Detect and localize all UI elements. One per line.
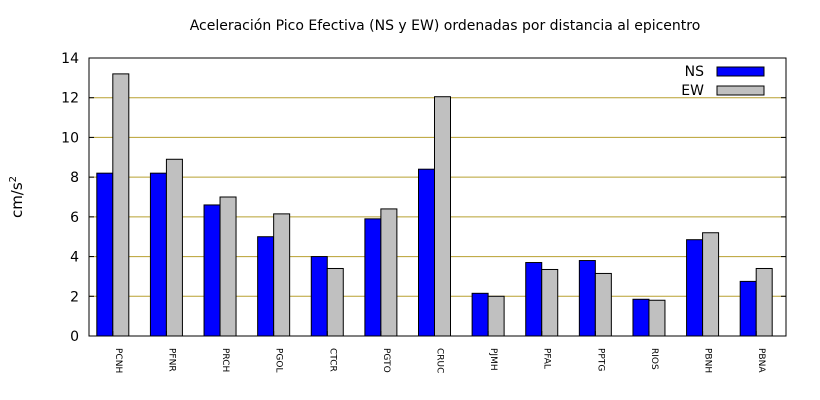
legend-label-ns: NS: [685, 64, 704, 80]
bar-ew-cruc: [434, 96, 451, 337]
y-axis-ticks: 0 2 4 6 8 10 12 14: [61, 51, 786, 345]
y-tick-label: 2: [70, 289, 79, 305]
y-axis-label: cm/s2: [8, 176, 26, 218]
x-tick-label-pfnr: PFNR: [166, 348, 176, 372]
x-tick-label-cruc: CRUC: [435, 348, 445, 373]
bar-ew-rios: [648, 299, 666, 337]
legend-label-ew: EW: [681, 83, 704, 99]
bar-ew-pptg: [594, 272, 612, 337]
x-tick-label-pgol: PGOL: [274, 348, 284, 373]
y-tick-label: 8: [70, 170, 79, 186]
legend-swatch-ns: [716, 66, 765, 77]
plot-frame: [88, 57, 787, 337]
bar-ew-pfal: [541, 268, 559, 337]
bar-ns-pcnh: [96, 172, 114, 337]
bar-ns-pgol: [257, 236, 275, 337]
bar-ns-pgto: [364, 218, 382, 337]
x-tick-label-ctcr: CTCR: [327, 348, 337, 372]
y-axis-label-exponent: 2: [8, 176, 19, 182]
y-tick-label: 6: [70, 210, 79, 226]
bar-ew-pfnr: [165, 158, 183, 337]
bar-ew-pgol: [273, 213, 291, 337]
y-tick-label: 10: [61, 130, 79, 146]
bar-ew-pbnh: [702, 232, 720, 337]
bar-ns-pptg: [578, 260, 596, 337]
x-axis-category-labels: PCNH PFNR PRCH PGOL CTCR PGTO CRUC PJMH PFAL PPTG…: [112, 331, 766, 373]
x-tick-label-pbnh: PBNH: [703, 348, 713, 373]
bar-ew-prch: [219, 196, 237, 337]
y-tick-label: 4: [70, 250, 79, 266]
legend: NS EW: [681, 64, 765, 99]
bar-ew-ctcr: [326, 267, 344, 337]
bar-ew-pbna: [755, 267, 773, 337]
bar-ns-pfal: [525, 262, 543, 337]
bar-ns-rios: [632, 298, 650, 337]
bar-ns-pfnr: [149, 172, 167, 337]
bar-ns-pjmh: [471, 292, 489, 337]
bar-ns-pbnh: [686, 239, 704, 337]
bars: [96, 73, 773, 337]
bar-ew-pjmh: [487, 295, 505, 337]
bar-ns-ctcr: [310, 256, 328, 337]
bar-ns-prch: [203, 204, 221, 337]
x-tick-label-pgto: PGTO: [381, 348, 391, 373]
x-tick-label-pfal: PFAL: [542, 348, 552, 369]
bar-ns-pbna: [739, 280, 757, 337]
bar-ew-pgto: [380, 208, 398, 337]
y-tick-label: 12: [61, 91, 79, 107]
x-tick-label-pjmh: PJMH: [488, 348, 498, 371]
y-axis-label-unit: cm/s: [8, 182, 26, 218]
x-tick-label-pcnh: PCNH: [113, 348, 123, 373]
x-tick-label-rios: RIOS: [649, 348, 659, 370]
y-tick-label: 0: [70, 329, 79, 345]
bar-ew-pcnh: [112, 73, 130, 337]
x-tick-label-pbna: PBNA: [756, 348, 766, 373]
x-tick-label-pptg: PPTG: [595, 348, 605, 371]
y-tick-label: 14: [61, 51, 79, 67]
bar-ns-cruc: [418, 168, 435, 337]
legend-swatch-ew: [716, 85, 765, 96]
x-tick-label-prch: PRCH: [220, 348, 230, 372]
chart-title: Aceleración Pico Efectiva (NS y EW) orde…: [190, 18, 701, 34]
